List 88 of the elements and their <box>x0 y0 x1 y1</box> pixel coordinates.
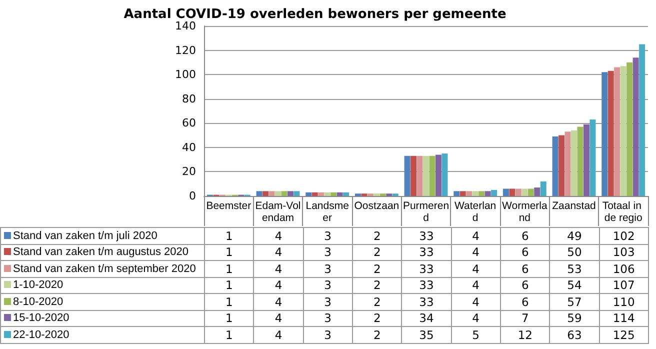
x-tick-label: Edam-Volendam <box>255 200 301 224</box>
y-tick-label: 100 <box>175 68 196 82</box>
x-tick-label: Waterland <box>454 200 496 224</box>
data-label: 33 <box>402 228 452 244</box>
data-label: 125 <box>599 326 648 343</box>
data-label: 3 <box>303 277 352 294</box>
y-tick-label: 20 <box>182 165 196 178</box>
data-label: 3 <box>303 228 352 244</box>
data-label: 4 <box>451 244 500 260</box>
data-label: 6 <box>500 244 550 260</box>
data-label: 3 <box>303 294 352 310</box>
data-label: 2 <box>352 326 402 343</box>
data-label: 2 <box>352 310 402 326</box>
data-label: 1 <box>204 277 254 294</box>
data-label: 1 <box>204 244 254 260</box>
legend-label: Stand van zaken t/m september 2020 <box>0 260 204 277</box>
data-label: 4 <box>451 260 500 277</box>
data-label: 1 <box>204 294 254 310</box>
data-label: 33 <box>402 277 452 294</box>
data-label: 54 <box>550 277 600 294</box>
data-label: 53 <box>550 260 600 277</box>
data-label: 4 <box>254 310 304 326</box>
chart-title: Aantal COVID-19 overleden bewoners per gemeente <box>124 7 506 22</box>
x-tick-label: Beemster <box>206 200 252 212</box>
y-tick-label: 40 <box>182 140 196 154</box>
data-label: 4 <box>254 277 304 294</box>
legend-label: 15-10-2020 <box>0 310 204 326</box>
data-label: 106 <box>599 260 648 277</box>
data-label: 3 <box>303 310 352 326</box>
legend-label: Stand van zaken t/m juli 2020 <box>0 228 204 244</box>
data-label: 114 <box>599 310 648 326</box>
y-tick-label: 140 <box>175 20 196 32</box>
data-label: 7 <box>500 310 550 326</box>
x-tick-label: Landsmeer <box>306 200 350 224</box>
data-label: 59 <box>550 310 600 326</box>
data-label: 6 <box>500 228 550 244</box>
data-label: 4 <box>451 228 500 244</box>
x-tick-label: Wormerland <box>502 200 548 224</box>
data-label: 1 <box>204 326 254 343</box>
data-label: 1 <box>204 228 254 244</box>
data-label: 50 <box>550 244 600 260</box>
data-label: 33 <box>402 244 452 260</box>
data-label: 2 <box>352 277 402 294</box>
x-tick-label: Purmerend <box>402 200 450 224</box>
data-label: 49 <box>550 228 600 244</box>
y-tick-label: 0 <box>189 190 196 202</box>
data-label: 34 <box>402 310 452 326</box>
data-label: 33 <box>402 294 452 310</box>
data-label: 57 <box>550 294 600 310</box>
data-label: 2 <box>352 294 402 310</box>
data-label: 6 <box>500 277 550 294</box>
legend-label: 22-10-2020 <box>0 326 204 343</box>
data-label: 3 <box>303 244 352 260</box>
x-tick-label: Zaanstad <box>552 200 596 212</box>
data-label: 35 <box>402 326 452 343</box>
data-label: 12 <box>500 326 550 343</box>
x-tick-label: Totaal in de regio <box>602 200 644 224</box>
data-label: 33 <box>402 260 452 277</box>
legend-label: Stand van zaken t/m augustus 2020 <box>0 244 204 260</box>
data-label: 102 <box>599 228 648 244</box>
data-label: 4 <box>254 244 304 260</box>
data-label: 4 <box>254 228 304 244</box>
y-tick-label: 60 <box>182 116 196 130</box>
data-label: 4 <box>451 294 500 310</box>
data-label: 4 <box>451 277 500 294</box>
data-label: 6 <box>500 260 550 277</box>
data-label: 63 <box>550 326 600 343</box>
legend-label: 1-10-2020 <box>0 277 204 294</box>
data-label: 2 <box>352 244 402 260</box>
data-label: 2 <box>352 228 402 244</box>
data-label: 4 <box>254 326 304 343</box>
data-label: 4 <box>451 310 500 326</box>
x-tick-label: Oostzaan <box>354 200 400 212</box>
data-label: 5 <box>451 326 500 343</box>
data-label: 4 <box>254 294 304 310</box>
data-label: 6 <box>500 294 550 310</box>
data-label: 1 <box>204 260 254 277</box>
data-label: 2 <box>352 260 402 277</box>
data-label: 107 <box>599 277 648 294</box>
legend-label: 8-10-2020 <box>0 294 204 310</box>
y-tick-label: 120 <box>175 44 196 57</box>
data-label: 3 <box>303 260 352 277</box>
data-label: 3 <box>303 326 352 343</box>
data-label: 103 <box>599 244 648 260</box>
data-label: 4 <box>254 260 304 277</box>
y-tick-label: 80 <box>182 92 196 106</box>
data-label: 110 <box>599 294 648 310</box>
data-label: 1 <box>204 310 254 326</box>
